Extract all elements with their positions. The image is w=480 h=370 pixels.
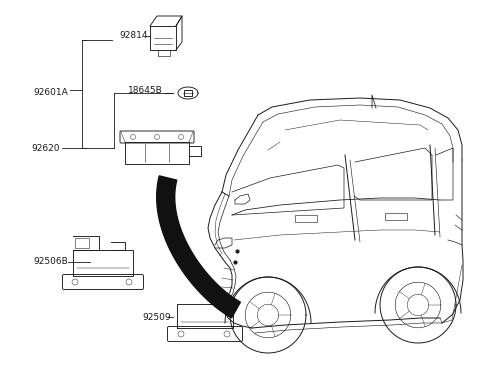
Text: 92509: 92509 xyxy=(143,313,171,323)
Text: 92601A: 92601A xyxy=(33,87,68,97)
Bar xyxy=(184,90,192,96)
Polygon shape xyxy=(156,176,240,318)
Bar xyxy=(295,215,317,222)
Text: 18645B: 18645B xyxy=(128,85,163,94)
Bar xyxy=(385,213,407,220)
Text: 92506B: 92506B xyxy=(33,258,68,266)
Bar xyxy=(75,238,89,248)
Text: 92814: 92814 xyxy=(120,30,148,40)
Text: 92620: 92620 xyxy=(32,144,60,152)
